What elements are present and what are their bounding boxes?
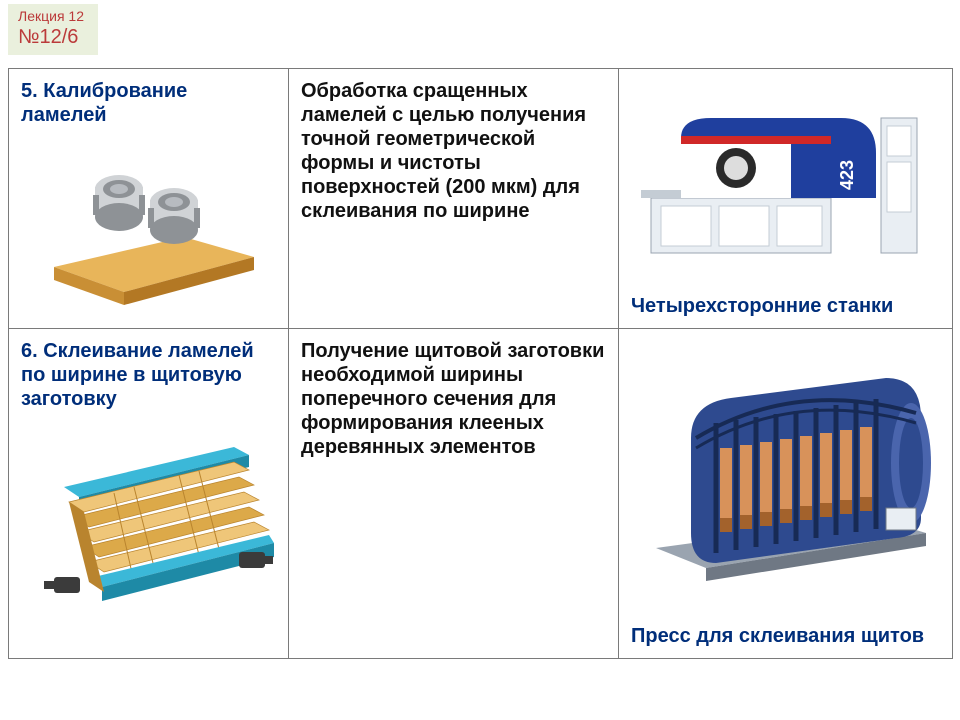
cell-step-title: 5. Калибрование ламелей bbox=[9, 69, 289, 329]
step-title: 6. Склеивание ламелей по ширине в щитову… bbox=[21, 339, 276, 411]
process-table: 5. Калибрование ламелей bbox=[8, 68, 953, 659]
cell-step-description: Получение щитовой заготовки необходимой … bbox=[289, 329, 619, 659]
equipment-caption: Пресс для склеивания щитов bbox=[631, 624, 940, 648]
cell-step-title: 6. Склеивание ламелей по ширине в щитову… bbox=[9, 329, 289, 659]
lecture-number: Лекция 12 bbox=[18, 8, 84, 25]
cell-step-description: Обработка сращенных ламелей с целью полу… bbox=[289, 69, 619, 329]
lamella-calibration-icon bbox=[34, 147, 264, 307]
four-side-moulder-icon: 423 bbox=[641, 98, 931, 268]
equipment-caption: Четырехсторонние станки bbox=[631, 294, 940, 318]
step-description: Получение щитовой заготовки необходимой … bbox=[301, 339, 606, 459]
slide-number: №12/6 bbox=[18, 25, 84, 49]
svg-text:423: 423 bbox=[837, 159, 857, 189]
slide-header-tag: Лекция 12 №12/6 bbox=[8, 4, 98, 55]
cell-equipment: Пресс для склеивания щитов bbox=[619, 329, 953, 659]
step-title: 5. Калибрование ламелей bbox=[21, 79, 276, 127]
table-row: 5. Калибрование ламелей bbox=[9, 69, 953, 329]
step-description: Обработка сращенных ламелей с целью полу… bbox=[301, 79, 606, 223]
cell-equipment: 423 Четырехсторонние станки bbox=[619, 69, 953, 329]
table-row: 6. Склеивание ламелей по ширине в щитову… bbox=[9, 329, 953, 659]
panel-gluing-icon bbox=[24, 427, 274, 627]
panel-press-icon bbox=[636, 368, 936, 588]
